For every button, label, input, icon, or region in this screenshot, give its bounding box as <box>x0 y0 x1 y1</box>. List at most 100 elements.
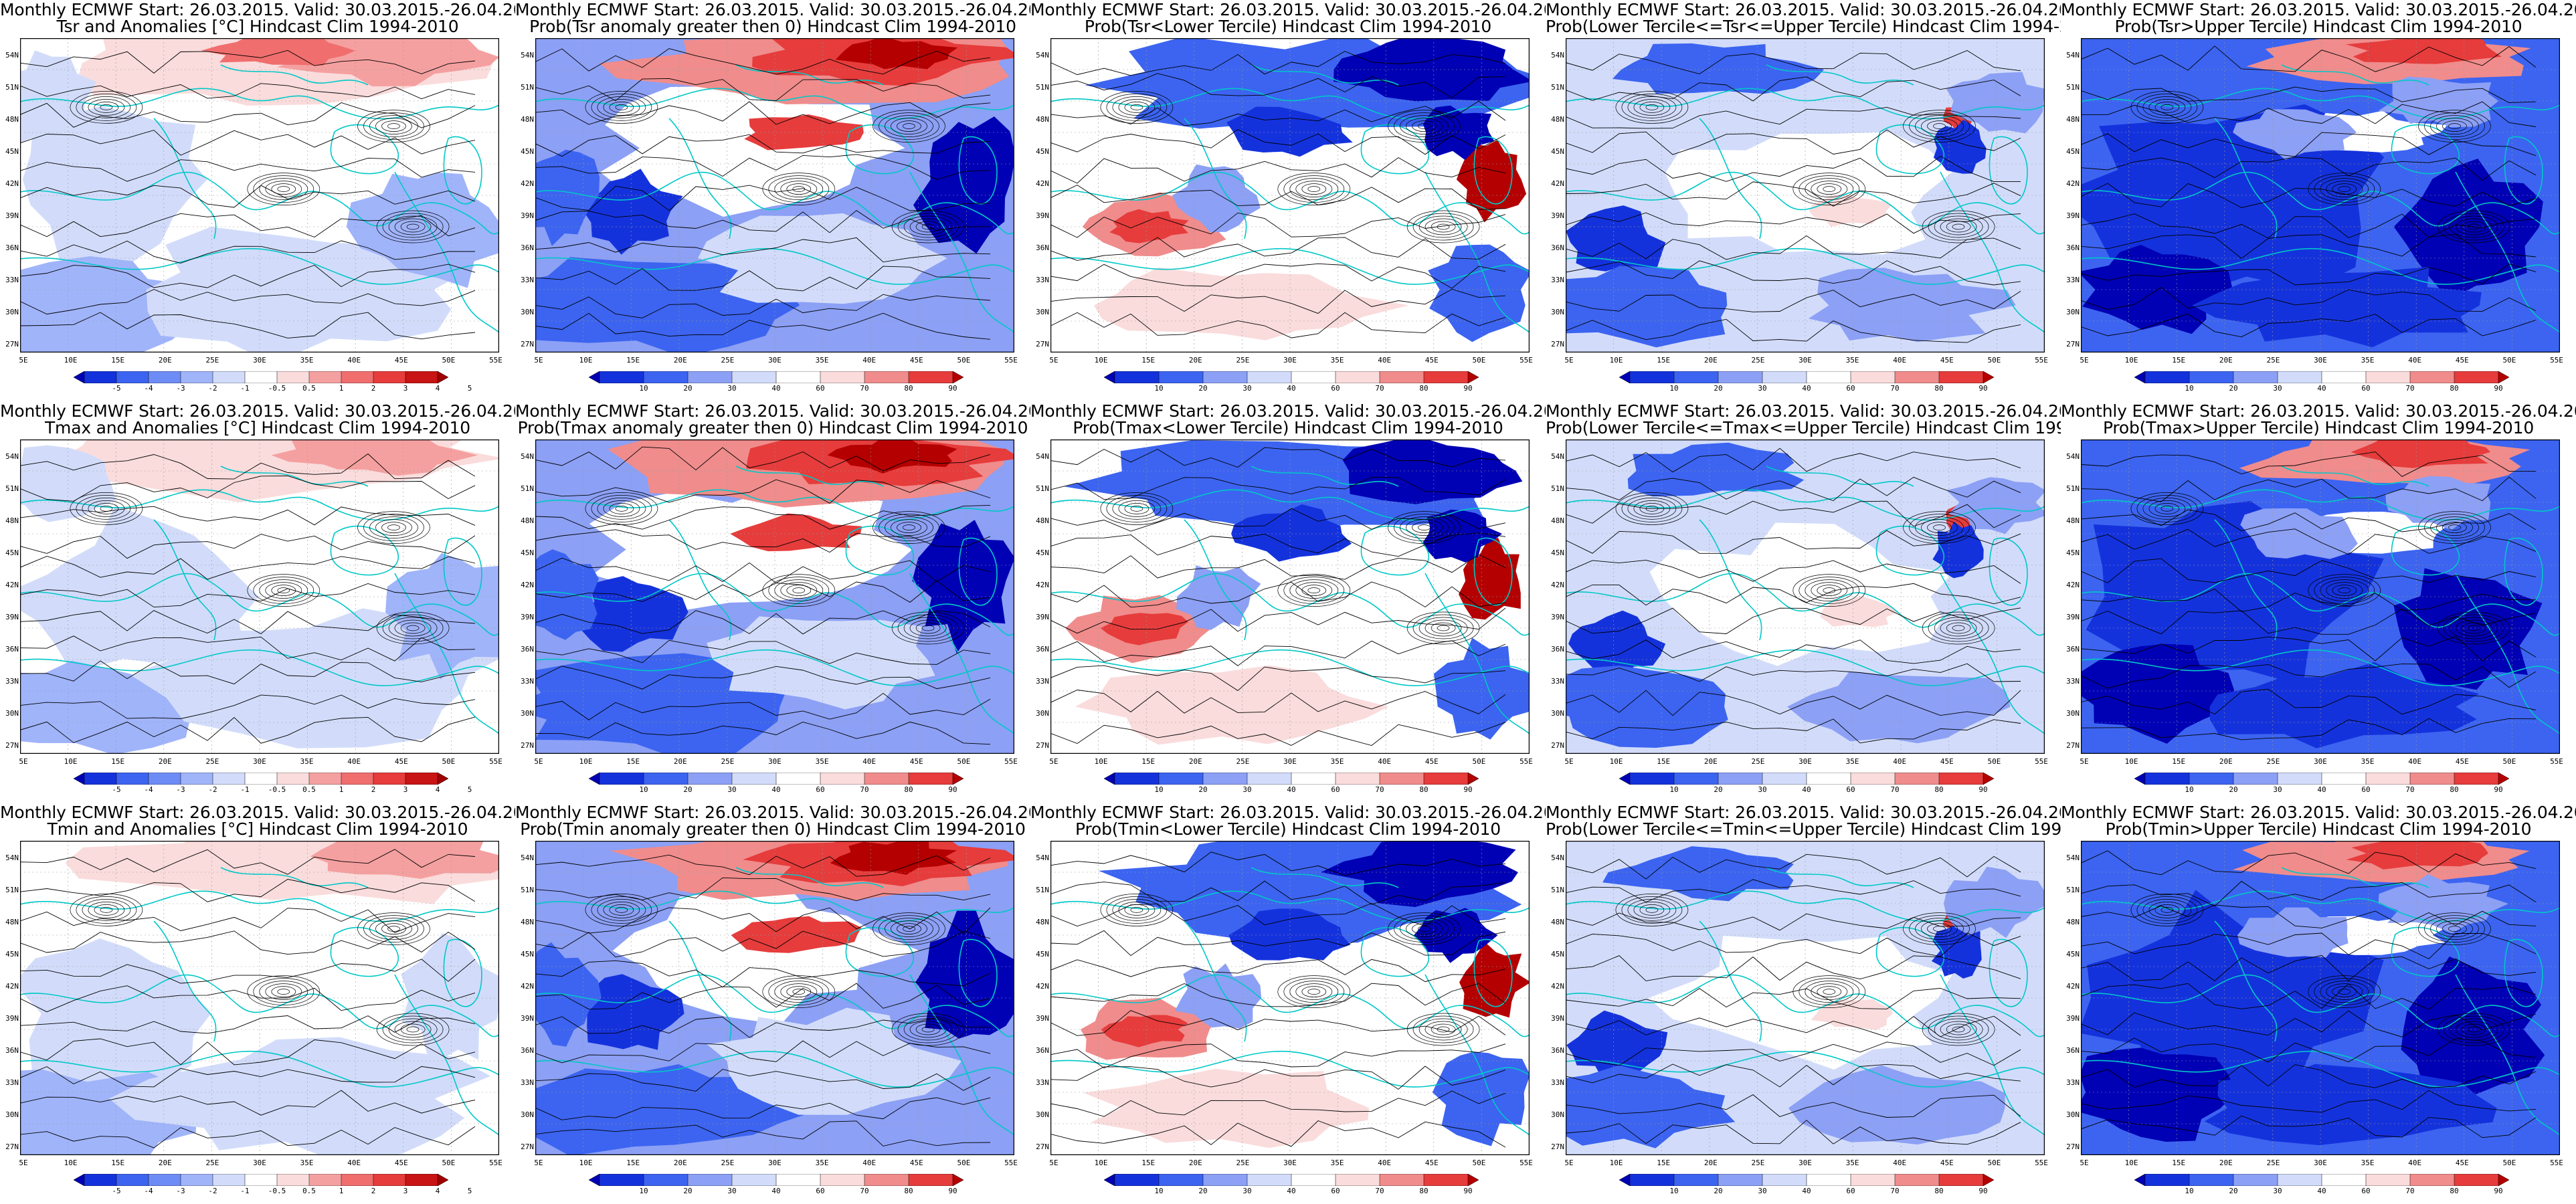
contour-ring <box>2467 1026 2480 1033</box>
contour-line <box>535 639 991 665</box>
latitude-label: 36N <box>5 645 19 654</box>
contour-ring <box>2160 104 2174 110</box>
contour-line <box>20 476 476 502</box>
contour-ring <box>1952 625 1965 631</box>
longitude-label: 30E <box>1283 1159 1297 1167</box>
colorbar-segment <box>1894 1174 1940 1186</box>
contour-line <box>535 930 991 958</box>
contour-ring <box>388 215 438 238</box>
coastline <box>535 171 1014 235</box>
contour-ring <box>2154 904 2180 916</box>
coastline <box>1566 974 2045 1037</box>
contour-ring <box>2449 617 2498 639</box>
coastline <box>1184 519 1247 641</box>
contour-ring <box>1424 619 1462 637</box>
contour-line <box>535 237 991 263</box>
latitude-label: 48N <box>521 918 534 926</box>
contour-ring <box>1112 96 1162 118</box>
colorbar-segment <box>308 1174 342 1186</box>
colorbar-segment <box>820 773 865 785</box>
contour-line <box>2081 476 2537 502</box>
colorbar-segment <box>1423 1174 1469 1186</box>
contour-ring <box>2338 587 2351 593</box>
contour-ring <box>369 918 418 940</box>
colorbar-tick-label: 10 <box>639 785 648 794</box>
contour-ring <box>891 611 965 645</box>
coastline <box>2455 573 2560 734</box>
colorbar-tick-label: -0.5 <box>268 384 286 393</box>
contour-ring <box>792 587 806 593</box>
contour-ring <box>1400 918 1449 940</box>
colorbar-tick-label: -4 <box>144 384 153 393</box>
latitude-label: 39N <box>2066 211 2080 220</box>
contour-line <box>20 849 476 875</box>
contour-ring <box>2448 123 2461 129</box>
contour-ring <box>585 894 658 926</box>
colorbar-segment <box>1619 371 1631 383</box>
colorbar-tick-label: 20 <box>1714 384 1723 393</box>
contour-ring <box>1933 123 1946 129</box>
colorbar-tick-label: 30 <box>1243 785 1252 794</box>
panel-title-line1: Monthly ECMWF Start: 26.03.2015. Valid: … <box>515 803 1030 822</box>
contour-line <box>1050 554 1506 580</box>
field-patch <box>2237 907 2349 958</box>
coastline <box>535 88 1014 120</box>
longitude-label: 10E <box>1094 757 1108 766</box>
latitude-label: 39N <box>1551 211 1564 220</box>
contour-ring <box>265 181 302 197</box>
colorbar-tick-label: 70 <box>2405 1187 2415 1195</box>
contour-ring <box>1915 918 1964 940</box>
latitude-label: 33N <box>521 677 534 686</box>
contour-ring <box>903 123 915 129</box>
coastline <box>1566 649 2045 686</box>
field-patch <box>2351 439 2491 468</box>
latitude-label: 27N <box>1036 340 1049 348</box>
contours <box>20 453 476 744</box>
contour-ring <box>1295 582 1333 599</box>
contours <box>535 446 991 745</box>
colorbar-tick-label: -1 <box>240 1187 250 1195</box>
contour-ring <box>774 981 824 1003</box>
field-patch <box>401 933 499 1060</box>
contour-ring <box>1940 1021 1977 1038</box>
colorbar-tick-label: 10 <box>1669 785 1679 794</box>
contour-line <box>1050 51 1506 76</box>
longitude-label: 35E <box>2361 1159 2375 1167</box>
colorbar-segment <box>864 371 909 383</box>
contour-ring <box>762 173 836 205</box>
contour-line <box>1050 1043 1506 1069</box>
longitude-label: 25E <box>205 1159 219 1167</box>
contour-line <box>1566 690 2021 716</box>
colorbar-segment <box>1158 773 1204 785</box>
colorbar-segment <box>1104 773 1115 785</box>
coastline <box>1424 171 1530 333</box>
contour-ring <box>1946 622 1971 634</box>
colorbar-segment <box>2454 1174 2499 1186</box>
coastlines <box>535 466 1014 734</box>
contour-ring <box>891 920 927 937</box>
longitude-label: 30E <box>1799 757 1812 766</box>
shaded-field <box>2081 439 2543 748</box>
colorbar-segment <box>1629 371 1675 383</box>
colorbar-tick-label: -2 <box>208 1187 217 1195</box>
contour-ring <box>1412 213 1474 241</box>
contour-ring <box>1915 516 1964 538</box>
field-patch <box>1665 132 1953 255</box>
contour-ring <box>2443 1015 2504 1043</box>
contour-ring <box>1406 210 1480 243</box>
latitude-label: 45N <box>5 147 19 156</box>
contour-ring <box>1933 926 1946 932</box>
colorbar-segment <box>908 1174 953 1186</box>
latitude-label: 51N <box>2066 886 2080 894</box>
colorbar-segment <box>2365 1174 2411 1186</box>
contour-line <box>1566 1120 2021 1145</box>
longitude-label: 15E <box>111 1159 125 1167</box>
coastline <box>443 537 482 606</box>
contour-ring <box>1118 99 1156 116</box>
contour-ring <box>603 99 640 116</box>
contour-line <box>1050 690 1506 714</box>
coastlines <box>1566 466 2045 734</box>
colorbar-segment <box>1335 371 1380 383</box>
latitude-label: 48N <box>2066 516 2080 525</box>
